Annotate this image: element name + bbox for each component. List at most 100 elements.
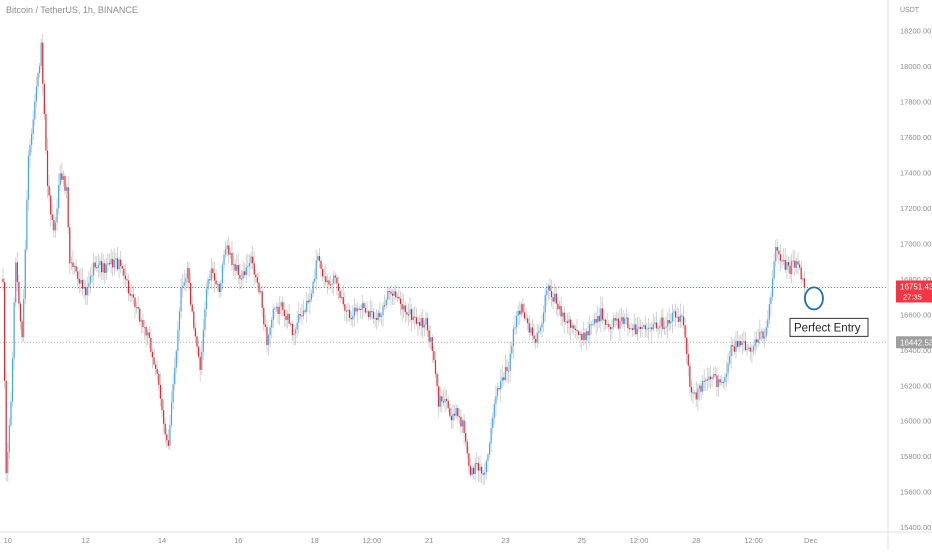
candle xyxy=(221,261,224,289)
y-tick-label: 15600.00 xyxy=(900,488,931,497)
candle xyxy=(132,285,134,305)
candle xyxy=(369,299,371,321)
candle xyxy=(660,310,662,338)
candle xyxy=(550,279,553,307)
candle xyxy=(56,198,58,231)
candle xyxy=(193,306,195,332)
candle xyxy=(698,383,701,402)
candle xyxy=(441,389,443,413)
candle xyxy=(662,308,664,332)
candle xyxy=(170,391,173,428)
candle xyxy=(361,294,363,320)
candle xyxy=(803,270,805,300)
candle xyxy=(794,250,796,277)
candle xyxy=(498,385,500,392)
candle xyxy=(252,246,254,270)
candle xyxy=(554,283,556,304)
candle xyxy=(199,349,201,382)
candle xyxy=(628,324,631,333)
candle xyxy=(51,204,53,230)
candle xyxy=(97,253,99,279)
x-tick-label: 23 xyxy=(501,536,509,545)
candle xyxy=(639,319,642,338)
price-lines-layer xyxy=(0,287,888,343)
candle xyxy=(66,183,68,199)
candle xyxy=(398,287,400,302)
candle xyxy=(760,328,763,342)
candle xyxy=(415,308,417,326)
candle xyxy=(16,251,18,292)
x-tick-label: 21 xyxy=(425,536,433,545)
candle xyxy=(3,278,6,389)
current-price-label: 16751.43 xyxy=(900,282,932,291)
candle xyxy=(589,315,591,347)
annotation-box[interactable]: Perfect Entry xyxy=(789,317,869,337)
x-tick-label: 28 xyxy=(692,536,700,545)
y-tick-label: 16400.00 xyxy=(900,346,931,355)
candle xyxy=(709,365,712,389)
candle xyxy=(110,248,112,274)
candle xyxy=(99,257,101,278)
candle xyxy=(108,253,111,267)
candle xyxy=(64,173,66,195)
candle xyxy=(430,325,432,350)
candle xyxy=(107,252,109,272)
candle xyxy=(682,305,685,330)
candle xyxy=(412,307,414,324)
candle xyxy=(425,311,427,330)
candle xyxy=(749,342,751,361)
candle xyxy=(595,312,597,335)
candle xyxy=(78,270,80,294)
candle xyxy=(80,267,82,293)
candle xyxy=(167,429,169,450)
candle xyxy=(336,274,338,296)
candle xyxy=(492,412,494,435)
y-tick-label: 17800.00 xyxy=(900,98,931,107)
candle xyxy=(96,255,98,272)
candle xyxy=(169,414,171,451)
candle xyxy=(245,254,247,284)
candle xyxy=(34,93,36,126)
candle xyxy=(19,300,22,330)
candle xyxy=(326,273,328,295)
candle xyxy=(533,323,535,345)
candle xyxy=(716,367,718,397)
candle xyxy=(240,269,243,289)
candle xyxy=(522,298,524,316)
candle xyxy=(250,251,252,269)
candle xyxy=(380,312,383,326)
candle xyxy=(75,258,77,277)
candle xyxy=(15,257,17,307)
candle xyxy=(667,312,669,339)
candle xyxy=(528,315,530,341)
candle xyxy=(690,380,693,401)
candle xyxy=(787,256,790,274)
candle xyxy=(24,239,26,305)
candle xyxy=(783,248,785,266)
candle xyxy=(372,308,375,325)
candle xyxy=(411,304,413,332)
candle xyxy=(617,312,619,331)
candle xyxy=(605,317,607,330)
candle xyxy=(407,303,410,326)
candle xyxy=(306,291,308,323)
candle xyxy=(201,340,203,375)
candle xyxy=(724,372,726,391)
candle xyxy=(754,331,756,355)
candle xyxy=(584,328,586,345)
candle xyxy=(409,297,411,323)
candle xyxy=(752,344,755,356)
candle xyxy=(247,253,249,276)
candle xyxy=(479,455,481,483)
currency-label: USDT xyxy=(900,7,920,14)
candle xyxy=(116,246,119,272)
candle xyxy=(293,324,295,346)
countdown-label: 27:35 xyxy=(903,292,922,301)
candle xyxy=(328,276,330,291)
candle xyxy=(124,263,127,288)
candle xyxy=(512,324,514,359)
candle xyxy=(570,316,572,341)
